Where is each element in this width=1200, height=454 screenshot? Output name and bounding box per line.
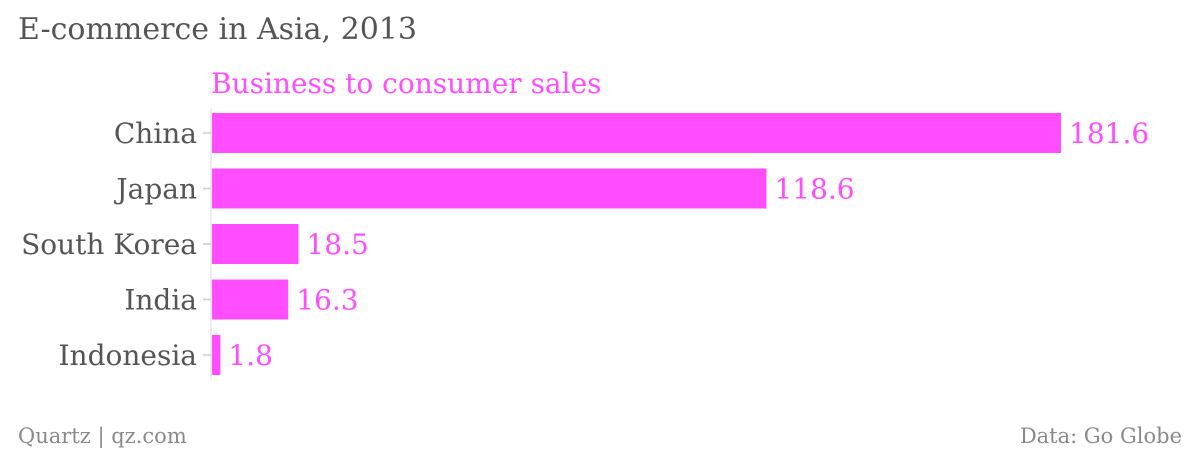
category-label: Japan: [113, 173, 197, 206]
footer-source: Data: Go Globe: [1019, 424, 1182, 448]
bar: [212, 279, 289, 320]
chart-title: E-commerce in Asia, 2013: [18, 12, 417, 47]
value-label: 18.5: [306, 228, 368, 261]
value-label: 181.6: [1069, 117, 1149, 150]
value-label: 16.3: [296, 284, 358, 317]
series-label: Business to consumer sales: [211, 67, 602, 100]
bar: [212, 113, 1061, 153]
bar-chart: Business to consumer sales China 181.6 Jap…: [21, 67, 1149, 380]
bar: [212, 224, 299, 264]
category-label: China: [114, 117, 197, 150]
bar: [212, 168, 767, 209]
footer-credit: Quartz | qz.com: [18, 424, 187, 448]
category-label: South Korea: [21, 228, 197, 261]
category-label: India: [124, 284, 197, 317]
category-label: Indonesia: [59, 339, 198, 372]
bars-group: China 181.6 Japan 118.6 South Korea 18.5 India…: [21, 108, 1149, 380]
value-label: 1.8: [228, 339, 273, 372]
bar: [212, 335, 221, 375]
value-label: 118.6: [774, 173, 854, 206]
